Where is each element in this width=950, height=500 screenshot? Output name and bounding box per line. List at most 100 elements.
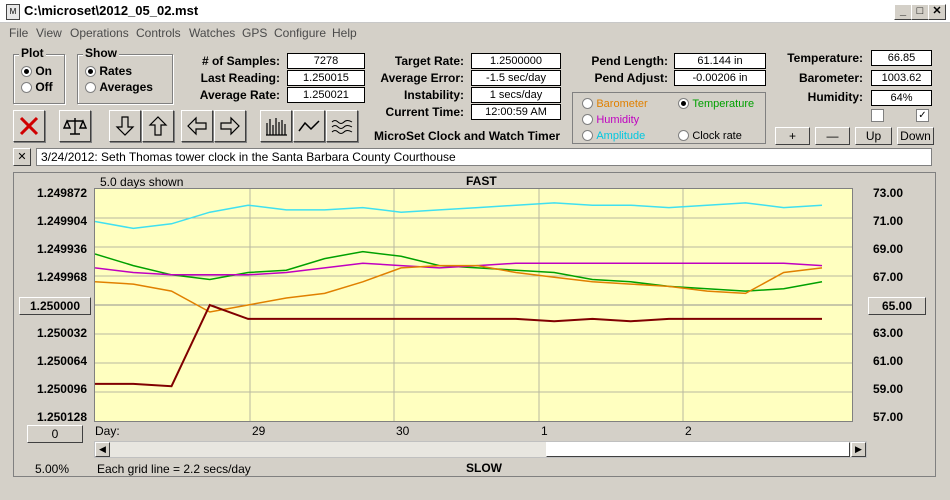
plot-group-label: Plot (19, 46, 46, 60)
menu-controls[interactable]: Controls (136, 26, 181, 40)
clear-note-button[interactable]: ✕ (13, 148, 31, 166)
left-arrow-button[interactable] (181, 110, 213, 142)
barometer-radio[interactable]: Barometer (582, 96, 648, 110)
scroll-thumb[interactable] (546, 442, 850, 457)
plot-on-radio[interactable]: On (21, 64, 52, 78)
radio-icon (678, 130, 689, 142)
maximize-button[interactable]: □ (911, 4, 929, 20)
radio-selected-icon (21, 66, 32, 78)
radio-icon (582, 130, 593, 142)
scroll-right-button[interactable]: ▶ (851, 442, 866, 457)
title-bar: M C:\microset\2012_05_02.mst _ □ ✕ (0, 0, 950, 23)
instability-label: Instability: (403, 88, 464, 102)
show-group (77, 54, 173, 104)
radio-icon (85, 82, 96, 94)
humidity-field: 64% (871, 90, 932, 106)
waveform-button[interactable] (326, 110, 358, 142)
histogram-button[interactable] (260, 110, 292, 142)
balance-button[interactable] (59, 110, 91, 142)
right-axis-label: 73.00 (873, 186, 904, 200)
show-rates-radio[interactable]: Rates (85, 64, 132, 78)
left-axis-label: 1.249936 (36, 242, 87, 256)
radio-selected-icon (678, 98, 689, 110)
chart-panel (13, 172, 936, 477)
series-line-temperature (94, 250, 823, 292)
menu-operations[interactable]: Operations (70, 26, 129, 40)
down-arrow-button[interactable] (109, 110, 141, 142)
note-field[interactable]: 3/24/2012: Seth Thomas tower clock in th… (36, 148, 932, 166)
average-rate-field: 1.250021 (287, 87, 365, 103)
samples-label: # of Samples: (201, 54, 280, 68)
left-axis-label: 1.249904 (36, 214, 87, 228)
average-error-field: -1.5 sec/day (471, 70, 561, 86)
pend-length-field[interactable]: 61.144 in (674, 53, 766, 69)
days-shown-label: 5.0 days shown (100, 175, 184, 189)
show-averages-radio[interactable]: Averages (85, 80, 153, 94)
left-axis-label: 1.249968 (36, 270, 87, 284)
pend-adjust-label: Pend Adjust: (594, 71, 668, 85)
menu-view[interactable]: View (36, 26, 62, 40)
target-rate-field[interactable]: 1.2500000 (471, 53, 561, 69)
right-checkbox[interactable]: ✓ (916, 109, 929, 122)
x-tick-label: 2 (685, 424, 692, 438)
barometer-label: Barometer: (798, 71, 863, 85)
scroll-left-button[interactable]: ◀ (95, 442, 110, 457)
show-group-label: Show (83, 46, 119, 60)
menu-gps[interactable]: GPS (242, 26, 268, 40)
slow-label: SLOW (466, 461, 502, 475)
right-arrow-button[interactable] (214, 110, 246, 142)
plot-off-radio[interactable]: Off (21, 80, 53, 94)
arrow-down-icon (115, 116, 135, 136)
close-button[interactable]: ✕ (928, 4, 946, 20)
app-icon[interactable]: M (6, 4, 20, 20)
pend-length-label: Pend Length: (591, 54, 668, 68)
stop-button[interactable] (13, 110, 45, 142)
menu-help[interactable]: Help (332, 26, 357, 40)
series-line-humidity (94, 262, 823, 276)
line-graph-button[interactable] (293, 110, 325, 142)
minus-button[interactable]: — (815, 127, 850, 145)
menu-configure[interactable]: Configure (274, 26, 327, 40)
center-temp-button[interactable]: 65.00 (868, 297, 926, 315)
up-arrow-button[interactable] (142, 110, 174, 142)
day-axis-label: Day: (95, 424, 120, 438)
down-button[interactable]: Down (897, 127, 934, 145)
menu-watches[interactable]: Watches (189, 26, 236, 40)
right-axis-label: 57.00 (873, 410, 904, 424)
series-line-amplitude (94, 202, 823, 230)
humidity-radio[interactable]: Humidity (582, 112, 639, 126)
pend-adjust-field: -0.00206 in (674, 70, 766, 86)
current-time-label: Current Time: (385, 105, 464, 119)
plot-group (13, 54, 65, 104)
temperature-field: 66.85 (871, 50, 932, 66)
left-axis-label: 1.250096 (36, 382, 87, 396)
instability-field: 1 secs/day (471, 87, 561, 103)
line-graph-icon (298, 120, 320, 132)
minimize-button[interactable]: _ (894, 4, 912, 20)
right-axis-label: 59.00 (873, 382, 904, 396)
radio-icon (582, 98, 593, 110)
grid-note-label: Each grid line = 2.2 secs/day (97, 462, 251, 476)
x-tick-label: 29 (252, 424, 266, 438)
left-axis-label: 1.249872 (36, 186, 87, 200)
clockrate-radio[interactable]: Clock rate (678, 128, 742, 142)
menu-file[interactable]: File (9, 26, 29, 40)
plot-area (94, 188, 853, 422)
radio-icon (582, 114, 593, 126)
plus-button[interactable]: + (775, 127, 810, 145)
amplitude-radio[interactable]: Amplitude (582, 128, 645, 142)
up-button[interactable]: Up (855, 127, 892, 145)
left-axis-label: 1.250032 (36, 326, 87, 340)
temperature-radio[interactable]: Temperature (678, 96, 754, 110)
x-tick-label: 30 (396, 424, 410, 438)
time-scrollbar[interactable]: ◀ ▶ (94, 441, 867, 458)
left-checkbox[interactable] (871, 109, 884, 122)
center-rate-button[interactable]: 1.250000 (19, 297, 91, 315)
window-title: C:\microset\2012_05_02.mst (24, 3, 199, 18)
zero-button[interactable]: 0 (27, 425, 83, 443)
percent-label: 5.00% (35, 462, 70, 476)
temperature-label: Temperature: (787, 51, 863, 65)
app-title: MicroSet Clock and Watch Timer (374, 129, 561, 143)
red-x-icon (19, 116, 39, 136)
waveform-icon (331, 120, 353, 134)
